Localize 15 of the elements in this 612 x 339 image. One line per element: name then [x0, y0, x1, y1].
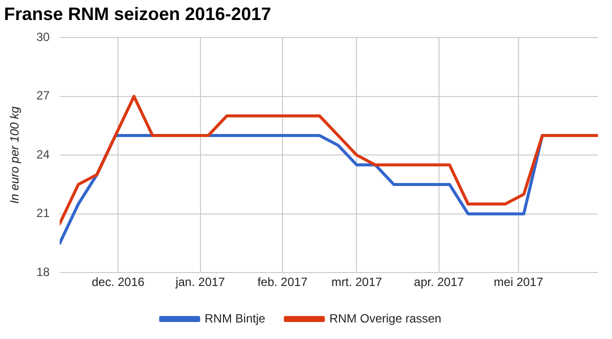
x-tick-label: apr. 2017	[414, 275, 464, 290]
legend-label: RNM Bintje	[204, 311, 266, 326]
y-tick-label: 27	[36, 88, 50, 103]
x-tick-label: mrt. 2017	[331, 275, 382, 290]
y-tick-label: 18	[36, 264, 50, 279]
y-axis-title: In euro per 100 kg	[8, 106, 22, 204]
x-tick-label: mei 2017	[494, 275, 544, 290]
legend-label: RNM Overige rassen	[329, 311, 442, 326]
x-tick-label: jan. 2017	[174, 275, 226, 290]
chart-title: Franse RNM seizoen 2016-2017	[4, 4, 272, 24]
x-tick-label: dec. 2016	[92, 275, 145, 290]
y-tick-label: 24	[36, 147, 50, 162]
y-tick-label: 21	[36, 206, 50, 220]
x-tick-label: feb. 2017	[257, 275, 308, 290]
y-tick-label: 30	[36, 30, 50, 44]
